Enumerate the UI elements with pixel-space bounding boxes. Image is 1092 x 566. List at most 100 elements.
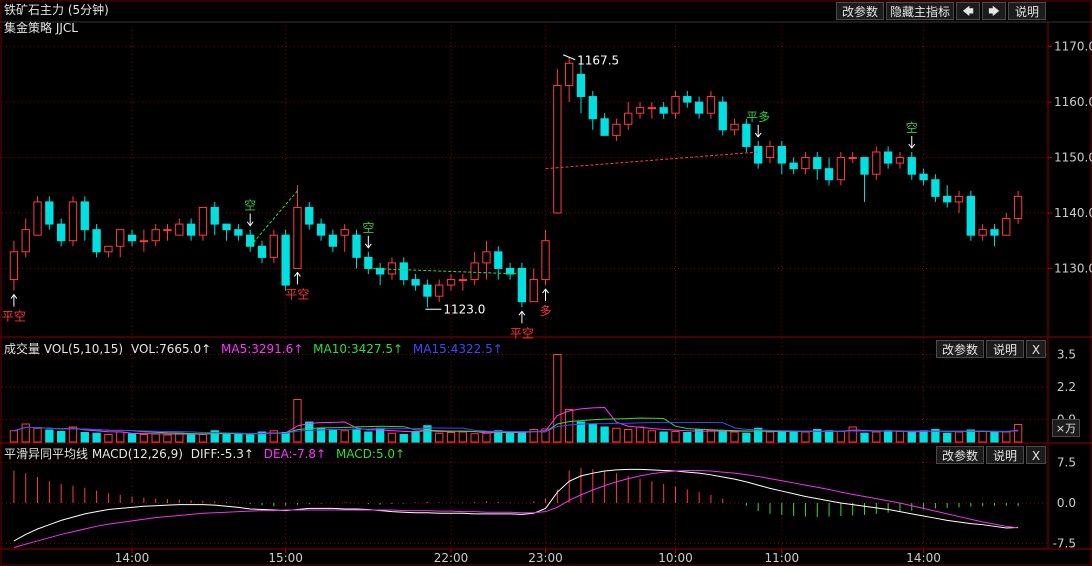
candle-body: [139, 240, 149, 243]
volume-params-button[interactable]: 改参数: [936, 340, 984, 358]
macd-close-button[interactable]: X: [1026, 446, 1046, 464]
volume-bar: [612, 427, 621, 443]
volume-bar: [931, 429, 940, 443]
candle-body: [246, 234, 255, 247]
volume-bar: [907, 432, 916, 443]
candle-body: [895, 157, 905, 164]
volume-bar: [671, 431, 680, 443]
volume-ma5: MA5:3291.6↑: [221, 342, 304, 356]
candle-body: [990, 229, 999, 236]
signal-label: 平空: [510, 326, 534, 340]
volume-close-button[interactable]: X: [1026, 340, 1046, 358]
candle-body: [954, 195, 964, 203]
macd-params-button[interactable]: 改参数: [936, 446, 984, 464]
candle-body: [754, 145, 763, 164]
x-tick-label: 23:00: [528, 551, 563, 565]
volume-bar: [246, 434, 255, 443]
macd-tick-label: 7.5: [1057, 455, 1076, 469]
x-tick-label: 22:00: [434, 551, 469, 565]
volume-bar: [68, 426, 78, 443]
volume-bar: [576, 421, 586, 443]
hide-main-indicator-button[interactable]: 隐藏主指标: [886, 2, 954, 20]
signal-label: 多: [540, 304, 552, 318]
volume-bar: [777, 431, 786, 443]
volume-value: VOL:7665.0↑: [130, 342, 212, 356]
volume-bar: [943, 432, 952, 443]
candle-body: [872, 151, 881, 175]
arrow-right-icon[interactable]: 🡆: [982, 2, 1006, 20]
signal-arrow-head: [294, 271, 301, 277]
candle-body: [777, 145, 786, 164]
volume-bar: [151, 433, 160, 443]
volume-bar: [1002, 431, 1011, 443]
volume-bar: [659, 431, 668, 443]
volume-bar: [92, 432, 101, 443]
candle-body: [576, 73, 586, 98]
candle-body: [198, 206, 208, 236]
candle-body: [399, 262, 408, 281]
macd-tick-label: -7.5: [1053, 537, 1076, 551]
candle-body: [813, 157, 822, 170]
candle-body: [836, 157, 846, 181]
volume-bar: [765, 431, 775, 443]
volume-bar: [883, 430, 893, 443]
volume-bar: [824, 430, 834, 443]
volume-bar: [482, 432, 491, 443]
signal-label: 平空: [285, 287, 309, 301]
volume-bar: [328, 429, 338, 443]
volume-panel-title: 成交量 VOL(5,10,15) VOL:7665.0↑ MA5:3291.6↑…: [4, 342, 503, 356]
help-button[interactable]: 说明: [1008, 2, 1046, 20]
volume-unit-button[interactable]: ×万: [1052, 419, 1080, 437]
candle-body: [328, 234, 338, 247]
candle-body: [435, 284, 444, 297]
candle-body: [482, 251, 491, 264]
macd-help-button[interactable]: 说明: [986, 446, 1024, 464]
candle-body: [9, 251, 19, 281]
volume-bar: [529, 429, 538, 443]
candle-body: [848, 157, 857, 160]
volume-bar: [222, 432, 231, 443]
candle-body: [671, 96, 680, 114]
arrow-left-icon[interactable]: 🡄: [956, 2, 980, 20]
candle-body: [92, 229, 101, 253]
volume-bar: [33, 427, 42, 443]
signal-arrow-head: [10, 293, 18, 299]
x-tick-label: 10:00: [658, 551, 693, 565]
volume-bar: [494, 430, 503, 443]
candle-body: [943, 195, 952, 203]
candle-body: [116, 229, 125, 247]
volume-ma15: MA15:4322.5↑: [412, 342, 503, 356]
candle-body: [411, 279, 420, 286]
change-params-button[interactable]: 改参数: [836, 2, 884, 20]
candle-body: [340, 229, 349, 236]
volume-bar: [742, 432, 751, 443]
candle-body: [1002, 218, 1011, 236]
volume-bar: [387, 432, 397, 443]
candle-body: [127, 234, 137, 242]
volume-bar: [57, 431, 66, 443]
candle-body: [305, 206, 314, 225]
volume-bar: [163, 434, 172, 443]
candle-body: [919, 173, 928, 181]
candle-body: [269, 234, 278, 258]
signal-arrow-head: [246, 221, 254, 227]
macd-panel-title: 平滑异同平均线 MACD(12,26,9) DIFF:-5.3↑ DEA:-7.…: [4, 447, 405, 461]
volume-bar: [234, 434, 243, 443]
volume-bar: [470, 433, 479, 443]
candle-body: [907, 157, 916, 175]
candle-body: [446, 279, 456, 286]
signal-arrow-head: [754, 132, 762, 138]
volume-bar: [588, 424, 597, 443]
candle-body: [565, 62, 574, 86]
volume-help-button[interactable]: 说明: [986, 340, 1024, 358]
candle-body: [966, 195, 975, 236]
volume-bar: [647, 430, 657, 443]
volume-tick-label: 2.2: [1057, 380, 1076, 394]
candle-body: [978, 229, 987, 236]
price-tick-label: 1130.0: [1054, 261, 1092, 275]
volume-bar: [269, 430, 278, 443]
volume-bar: [139, 434, 149, 443]
candle-body: [68, 201, 78, 242]
